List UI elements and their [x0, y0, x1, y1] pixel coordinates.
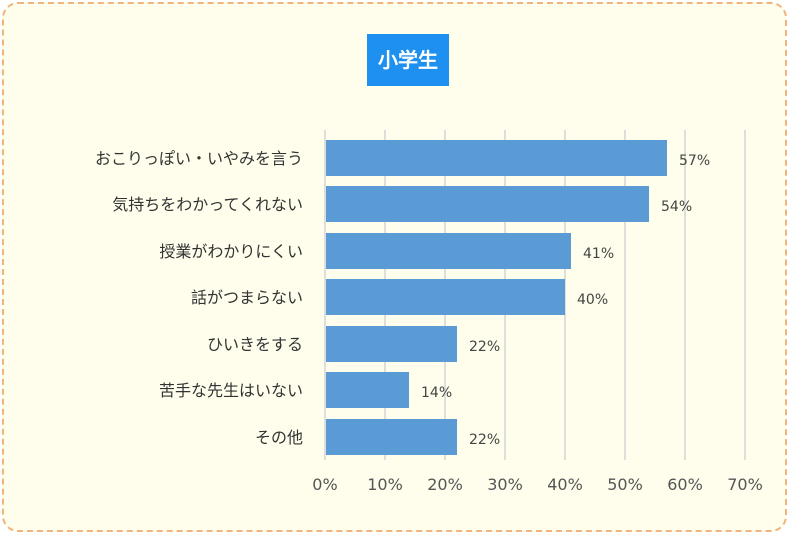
category-label: 苦手な先生はいない	[159, 381, 303, 400]
value-label: 54%	[661, 199, 692, 215]
chart-title: 小学生	[367, 34, 449, 86]
x-tick-label: 30%	[487, 475, 523, 494]
bar	[326, 372, 409, 408]
bar	[326, 326, 457, 362]
bar	[326, 233, 571, 269]
category-label: 授業がわかりにくい	[159, 242, 303, 261]
x-tick-label: 40%	[547, 475, 583, 494]
bar	[326, 140, 667, 176]
category-label: その他	[255, 428, 303, 447]
x-tick-label: 70%	[727, 475, 763, 494]
value-label: 57%	[679, 153, 710, 169]
x-tick-label: 50%	[607, 475, 643, 494]
category-label: 気持ちをわかってくれない	[112, 195, 303, 214]
x-tick-label: 20%	[427, 475, 463, 494]
bar	[326, 279, 565, 315]
value-label: 40%	[577, 292, 608, 308]
category-label: ひいきをする	[207, 335, 303, 354]
bar	[326, 419, 457, 455]
value-label: 41%	[583, 246, 614, 262]
category-label: 話がつまらない	[191, 288, 303, 307]
x-tick-label: 60%	[667, 475, 703, 494]
value-label: 22%	[469, 339, 500, 355]
value-label: 14%	[421, 385, 452, 401]
x-tick-label: 0%	[312, 475, 337, 494]
value-label: 22%	[469, 432, 500, 448]
x-tick-label: 10%	[367, 475, 403, 494]
bar	[326, 186, 649, 222]
category-label: おこりっぽい・いやみを言う	[95, 149, 303, 168]
